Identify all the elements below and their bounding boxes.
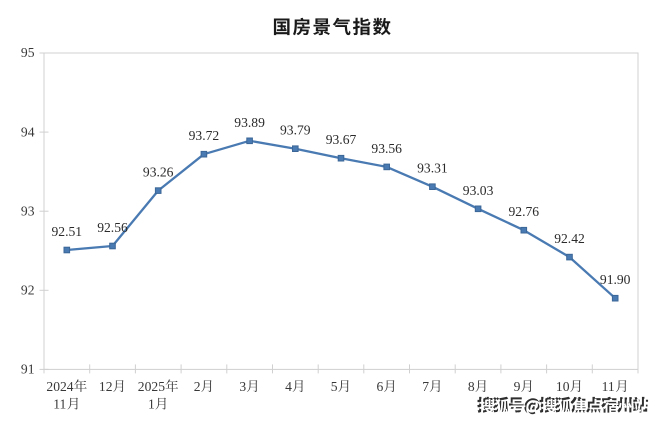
svg-text:93.03: 93.03 bbox=[463, 183, 494, 198]
svg-text:91.90: 91.90 bbox=[600, 272, 631, 287]
svg-text:11: 11 bbox=[53, 397, 66, 412]
svg-text:11: 11 bbox=[602, 379, 615, 394]
svg-text:5: 5 bbox=[331, 379, 338, 394]
svg-text:6: 6 bbox=[377, 379, 384, 394]
svg-text:2: 2 bbox=[194, 379, 201, 394]
svg-text:93.67: 93.67 bbox=[326, 132, 357, 147]
svg-text:93.56: 93.56 bbox=[371, 141, 402, 156]
svg-text:9: 9 bbox=[514, 379, 521, 394]
svg-text:92.76: 92.76 bbox=[509, 204, 540, 219]
svg-text:2025: 2025 bbox=[138, 379, 165, 394]
svg-text:93.72: 93.72 bbox=[189, 128, 220, 143]
svg-text:92: 92 bbox=[21, 283, 35, 298]
svg-text:93.89: 93.89 bbox=[234, 115, 265, 130]
svg-text:93.26: 93.26 bbox=[143, 165, 174, 180]
svg-text:2024: 2024 bbox=[46, 379, 73, 394]
svg-text:95: 95 bbox=[21, 45, 35, 60]
svg-text:4: 4 bbox=[285, 379, 292, 394]
svg-text:92.51: 92.51 bbox=[52, 224, 83, 239]
svg-text:93.31: 93.31 bbox=[417, 161, 448, 176]
svg-text:93: 93 bbox=[21, 203, 35, 218]
svg-text:3: 3 bbox=[239, 379, 246, 394]
svg-text:12: 12 bbox=[99, 379, 113, 394]
svg-text:1: 1 bbox=[148, 397, 155, 412]
svg-text:91: 91 bbox=[21, 362, 35, 377]
svg-text:10: 10 bbox=[556, 379, 570, 394]
svg-text:93.79: 93.79 bbox=[280, 123, 311, 138]
svg-text:8: 8 bbox=[468, 379, 475, 394]
svg-text:92.42: 92.42 bbox=[554, 231, 585, 246]
svg-text:94: 94 bbox=[21, 124, 35, 139]
svg-text:92.56: 92.56 bbox=[97, 220, 128, 235]
svg-text:7: 7 bbox=[422, 379, 429, 394]
